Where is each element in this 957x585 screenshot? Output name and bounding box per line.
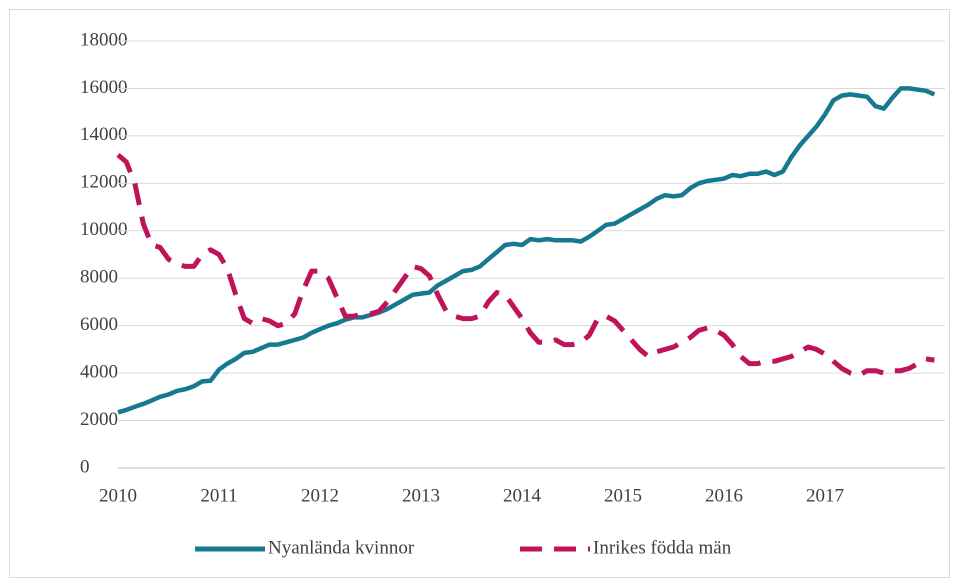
- y-tick-label: 14000: [80, 124, 128, 145]
- x-tick-label: 2010: [99, 485, 137, 506]
- y-tick-label: 2000: [80, 409, 118, 430]
- y-tick-label: 16000: [80, 77, 128, 98]
- y-tick-label: 8000: [80, 267, 118, 288]
- x-tick-label: 2013: [402, 485, 440, 506]
- series-line: [117, 86, 936, 415]
- x-tick-label: 2014: [503, 485, 542, 506]
- legend-label: Nyanlända kvinnor: [268, 537, 415, 558]
- y-tick-label: 4000: [80, 361, 118, 382]
- x-tick-label: 2016: [705, 485, 743, 506]
- y-tick-label: 6000: [80, 314, 118, 335]
- y-tick-label: 12000: [80, 172, 128, 193]
- chart-frame: [9, 9, 950, 578]
- y-tick-label: 18000: [80, 29, 128, 50]
- x-tick-label: 2017: [806, 485, 844, 506]
- x-tick-label: 2015: [604, 485, 642, 506]
- y-tick-label: 0: [80, 456, 90, 477]
- x-tick-label: 2011: [200, 485, 237, 506]
- x-tick-label: 2012: [301, 485, 339, 506]
- y-tick-label: 10000: [80, 219, 128, 240]
- legend-label: Inrikes födda män: [593, 537, 732, 558]
